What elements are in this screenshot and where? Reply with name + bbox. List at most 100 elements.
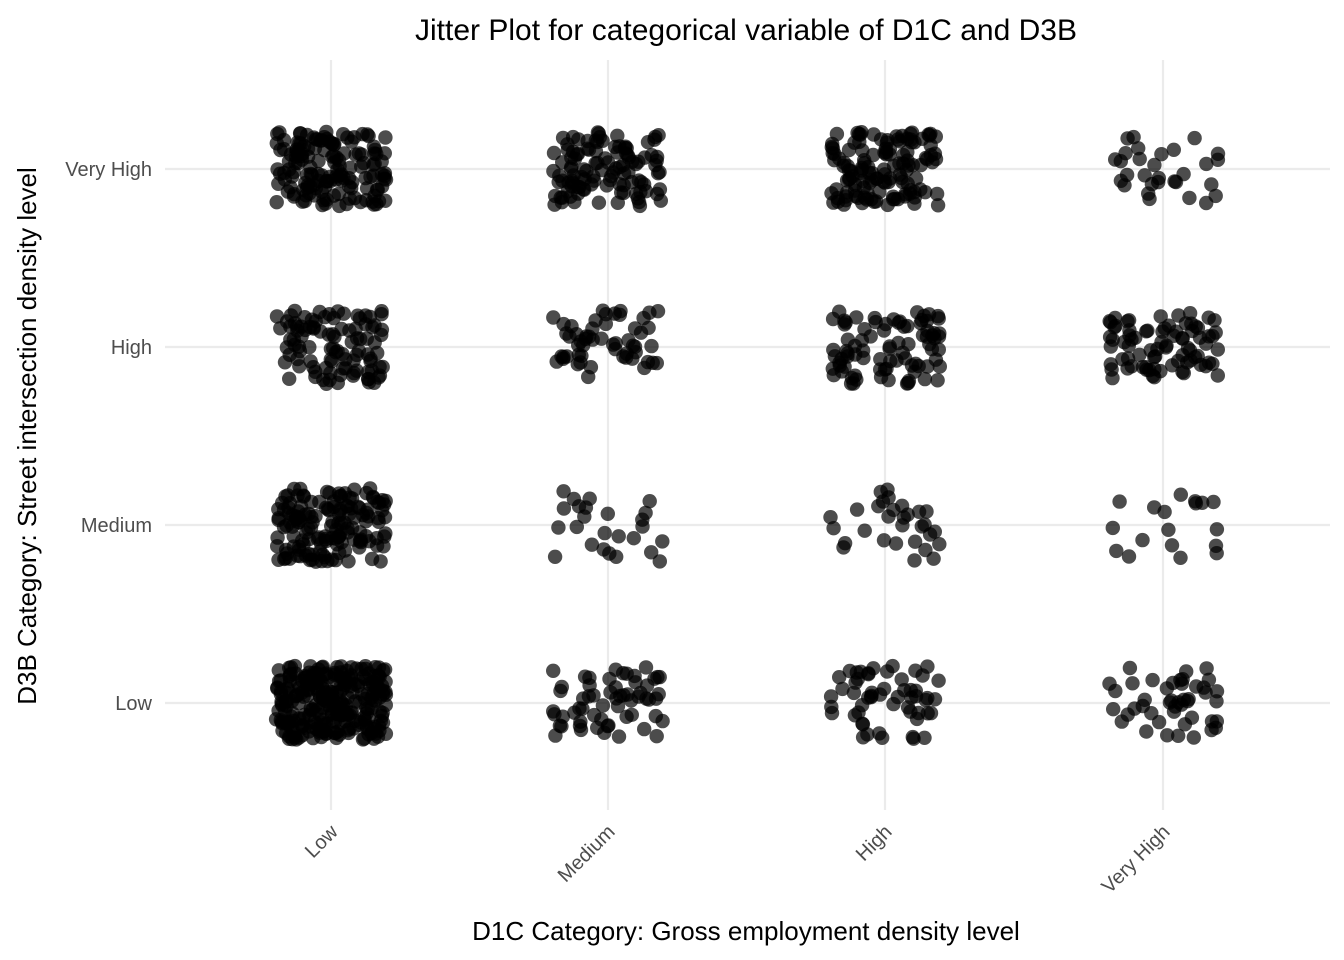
- data-point: [282, 669, 297, 684]
- x-tick-label: Low: [301, 821, 343, 863]
- data-point: [1122, 328, 1137, 343]
- data-point: [855, 717, 871, 732]
- data-point: [306, 320, 321, 335]
- data-point: [322, 169, 337, 185]
- data-point: [554, 349, 569, 364]
- data-point: [1142, 191, 1157, 207]
- data-point: [911, 358, 926, 374]
- data-point: [292, 343, 308, 359]
- data-point: [1132, 347, 1147, 362]
- data-point: [359, 485, 374, 501]
- data-point: [1210, 152, 1226, 167]
- data-point: [306, 360, 321, 375]
- data-point: [313, 689, 328, 705]
- data-point: [652, 554, 667, 569]
- data-point: [551, 520, 566, 535]
- data-point: [1112, 494, 1127, 509]
- data-points: [268, 124, 1226, 747]
- data-point: [901, 373, 917, 389]
- data-point: [917, 730, 932, 745]
- data-point: [932, 359, 947, 374]
- data-point: [890, 132, 906, 147]
- data-point: [1122, 660, 1138, 676]
- data-point: [1198, 336, 1214, 351]
- data-point: [620, 687, 635, 702]
- data-point: [569, 519, 584, 535]
- data-point: [1208, 188, 1223, 204]
- data-point: [829, 126, 845, 142]
- data-point: [366, 139, 382, 154]
- data-point: [1165, 358, 1180, 373]
- data-point: [832, 151, 847, 166]
- data-point: [608, 662, 623, 677]
- data-point: [1106, 702, 1121, 717]
- data-point: [352, 540, 367, 555]
- data-point: [1210, 342, 1226, 357]
- data-point: [578, 331, 593, 347]
- data-point: [876, 323, 892, 338]
- data-point: [1120, 131, 1135, 146]
- data-point: [308, 508, 323, 524]
- data-point: [276, 142, 292, 157]
- data-point: [923, 138, 938, 153]
- data-point: [566, 491, 582, 507]
- data-point: [635, 519, 650, 534]
- data-point: [374, 307, 389, 322]
- data-point: [900, 318, 915, 334]
- data-point: [338, 352, 353, 367]
- data-point: [638, 660, 654, 675]
- y-tick-labels: Low Medium High Very High: [65, 159, 152, 715]
- data-point: [556, 484, 571, 499]
- data-point: [907, 534, 923, 549]
- data-point: [555, 155, 570, 170]
- y-tick-label: Very High: [65, 159, 152, 181]
- data-point: [1166, 142, 1182, 157]
- data-point: [325, 327, 341, 342]
- data-point: [1207, 313, 1222, 328]
- data-point: [885, 658, 900, 674]
- data-point: [866, 127, 881, 142]
- data-point: [1181, 692, 1196, 707]
- data-point: [633, 325, 649, 340]
- data-point: [370, 345, 385, 361]
- data-point: [1176, 365, 1192, 381]
- data-point: [1206, 494, 1221, 510]
- data-point: [1135, 698, 1151, 714]
- data-point: [319, 131, 335, 147]
- data-point: [903, 704, 918, 719]
- data-point: [647, 671, 662, 686]
- data-point: [628, 675, 643, 690]
- data-point: [1182, 306, 1198, 321]
- x-axis-title: D1C Category: Gross employment density l…: [472, 916, 1020, 946]
- data-point: [880, 482, 895, 497]
- data-point: [269, 195, 284, 210]
- data-point: [920, 659, 935, 674]
- data-point: [326, 310, 341, 326]
- data-point: [631, 154, 646, 169]
- data-point: [371, 370, 386, 385]
- data-point: [894, 672, 909, 687]
- data-point: [283, 180, 298, 195]
- data-point: [1145, 672, 1160, 688]
- data-point: [896, 510, 911, 525]
- data-point: [1182, 343, 1198, 358]
- data-point: [554, 195, 570, 210]
- data-point: [1171, 308, 1186, 323]
- data-point: [591, 126, 606, 141]
- data-point: [378, 130, 393, 145]
- data-point: [649, 729, 664, 744]
- data-point: [586, 688, 601, 703]
- data-point: [337, 677, 353, 693]
- data-point: [642, 494, 657, 509]
- data-point: [1189, 679, 1204, 694]
- data-point: [931, 673, 946, 688]
- data-point: [351, 343, 367, 358]
- data-point: [1204, 177, 1219, 192]
- data-point: [638, 505, 653, 521]
- data-point: [882, 339, 897, 354]
- data-point: [340, 525, 355, 540]
- data-point: [600, 506, 615, 521]
- data-point: [633, 184, 648, 200]
- data-point: [332, 489, 348, 504]
- data-point: [308, 180, 324, 196]
